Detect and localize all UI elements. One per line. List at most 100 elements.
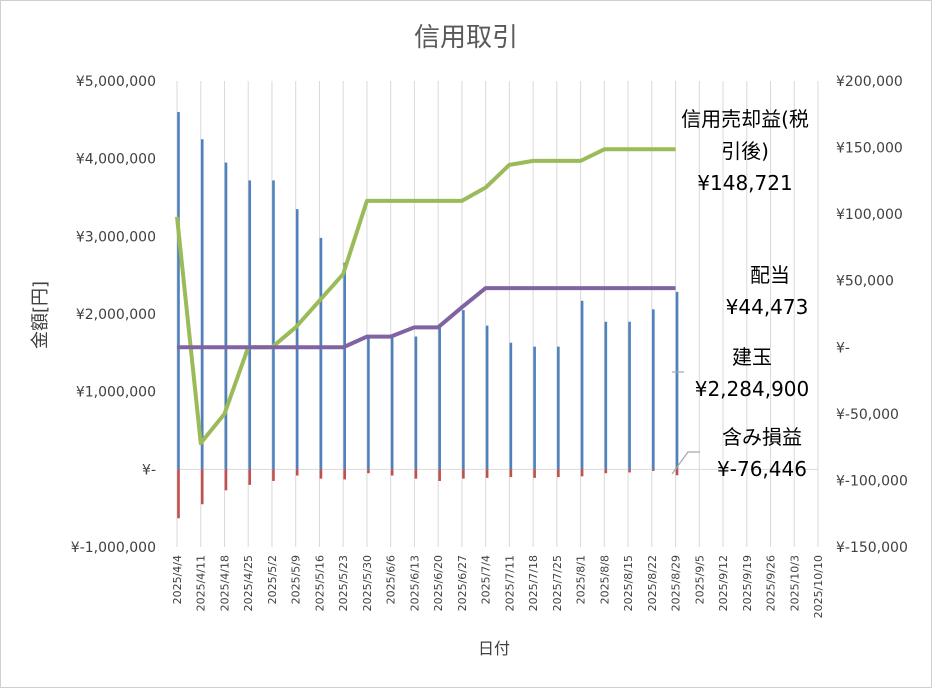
x-tick-label: 2025/8/15 — [622, 555, 635, 611]
annotation-unrealized-label: 含み損益 — [722, 425, 802, 449]
annotation-dividend: 配当 ¥44,473 — [726, 263, 809, 319]
x-tick-label: 2025/5/30 — [361, 555, 374, 611]
annotation-dividend-label: 配当 — [750, 263, 790, 287]
annotation-position-value: ¥2,284,900 — [695, 377, 810, 401]
x-tick-label: 2025/6/13 — [408, 555, 421, 611]
right-tick-label: ¥-100,000 — [836, 473, 908, 489]
x-tick-label: 2025/10/3 — [788, 555, 801, 611]
bar-unrealized — [580, 469, 584, 477]
bar-unrealized — [557, 469, 560, 478]
bar-unrealized — [319, 469, 323, 479]
right-tick-label: ¥50,000 — [836, 274, 894, 290]
x-axis-ticks: 2025/4/4 2025/4/11 2025/4/18 2025/4/25 2025/… — [171, 555, 825, 618]
right-tick-label: ¥- — [836, 340, 850, 356]
annotation-sell-profit: 信用売却益(税 引後) ¥148,721 — [681, 107, 809, 195]
chart-title: 信用取引 — [414, 23, 518, 53]
left-tick-label: ¥- — [142, 462, 156, 478]
bar-unrealized — [177, 469, 180, 519]
annotation-unrealized-value: ¥-76,446 — [717, 457, 807, 481]
left-tick-label: ¥2,000,000 — [76, 307, 156, 323]
bar-unrealized — [675, 469, 679, 476]
right-tick-label: ¥150,000 — [836, 141, 903, 157]
bar-unrealized — [509, 469, 513, 478]
bar-position — [177, 112, 180, 470]
x-tick-label: 2025/4/4 — [171, 555, 184, 604]
x-tick-label: 2025/7/4 — [480, 555, 493, 604]
bar-position — [533, 346, 536, 470]
x-tick-label: 2025/10/10 — [812, 555, 825, 618]
right-tick-label: ¥-150,000 — [836, 540, 908, 556]
left-tick-label: ¥1,000,000 — [76, 385, 156, 401]
left-tick-label: ¥4,000,000 — [76, 152, 156, 168]
bar-unrealized — [462, 469, 465, 479]
bar-position — [319, 237, 323, 470]
bar-position — [462, 310, 465, 470]
x-tick-label: 2025/5/2 — [266, 555, 279, 604]
annotation-position-label: 建玉 — [732, 345, 772, 369]
x-tick-label: 2025/7/11 — [503, 555, 516, 611]
bar-unrealized — [295, 469, 299, 476]
x-tick-label: 2025/5/23 — [337, 555, 350, 611]
x-tick-label: 2025/8/22 — [646, 555, 659, 611]
x-tick-label: 2025/9/12 — [717, 555, 730, 611]
x-tick-label: 2025/8/29 — [670, 555, 683, 611]
bar-position — [509, 342, 513, 470]
bar-position — [485, 325, 489, 470]
x-tick-label: 2025/6/20 — [432, 555, 445, 611]
annotation-sell-profit-label: 信用売却益(税 — [681, 107, 809, 131]
bar-position — [675, 291, 679, 470]
x-tick-label: 2025/4/18 — [218, 555, 231, 611]
bar-unrealized — [343, 469, 346, 480]
y-axis-label: 金額[円] — [30, 281, 51, 349]
x-tick-label: 2025/9/26 — [765, 555, 778, 611]
bar-position — [248, 180, 252, 470]
x-tick-label: 2025/7/18 — [527, 555, 540, 611]
bar-unrealized — [628, 469, 631, 473]
line-sell-profit — [175, 147, 676, 446]
bar-unrealized — [390, 469, 394, 476]
bar-unrealized — [272, 469, 275, 481]
bar-unrealized — [604, 469, 608, 474]
left-tick-label: ¥3,000,000 — [76, 229, 156, 245]
bar-series — [177, 112, 679, 519]
right-tick-label: ¥100,000 — [836, 207, 903, 223]
line-dividend — [177, 286, 676, 350]
x-tick-label: 2025/8/1 — [575, 555, 588, 604]
left-tick-label: ¥-1,000,000 — [71, 540, 156, 556]
bar-unrealized — [438, 469, 441, 481]
bar-position — [438, 325, 441, 470]
x-tick-label: 2025/8/8 — [598, 555, 611, 604]
bar-unrealized — [652, 469, 655, 471]
x-tick-label: 2025/5/9 — [290, 555, 303, 604]
annotation-position: 建玉 ¥2,284,900 — [672, 345, 809, 401]
bar-unrealized — [224, 469, 228, 491]
bar-position — [295, 209, 299, 470]
annotation-unrealized: 含み損益 ¥-76,446 — [671, 425, 807, 481]
bar-position — [390, 337, 394, 470]
x-tick-label: 2025/7/25 — [551, 555, 564, 611]
right-tick-label: ¥-50,000 — [836, 407, 899, 423]
bar-position — [557, 346, 560, 470]
bar-position — [414, 336, 418, 470]
x-axis-label: 日付 — [478, 639, 510, 658]
bar-unrealized — [248, 469, 252, 485]
bar-position — [200, 139, 204, 470]
x-tick-label: 2025/9/19 — [741, 555, 754, 611]
bar-position — [652, 309, 655, 470]
gridlines — [176, 81, 819, 547]
x-tick-label: 2025/6/27 — [456, 555, 469, 611]
bar-position — [224, 162, 228, 470]
left-tick-label: ¥5,000,000 — [76, 74, 156, 90]
x-tick-label: 2025/5/16 — [313, 555, 326, 611]
bar-position — [628, 321, 631, 470]
annotation-sell-profit-label2: 引後) — [721, 139, 769, 163]
bar-unrealized — [485, 469, 489, 478]
annotation-dividend-value: ¥44,473 — [726, 295, 809, 319]
x-tick-label: 2025/4/25 — [242, 555, 255, 611]
x-tick-label: 2025/6/6 — [385, 555, 398, 604]
bar-position — [367, 337, 370, 470]
left-axis-ticks: ¥5,000,000 ¥4,000,000 ¥3,000,000 ¥2,000,000… — [71, 74, 156, 556]
bar-unrealized — [200, 469, 204, 505]
